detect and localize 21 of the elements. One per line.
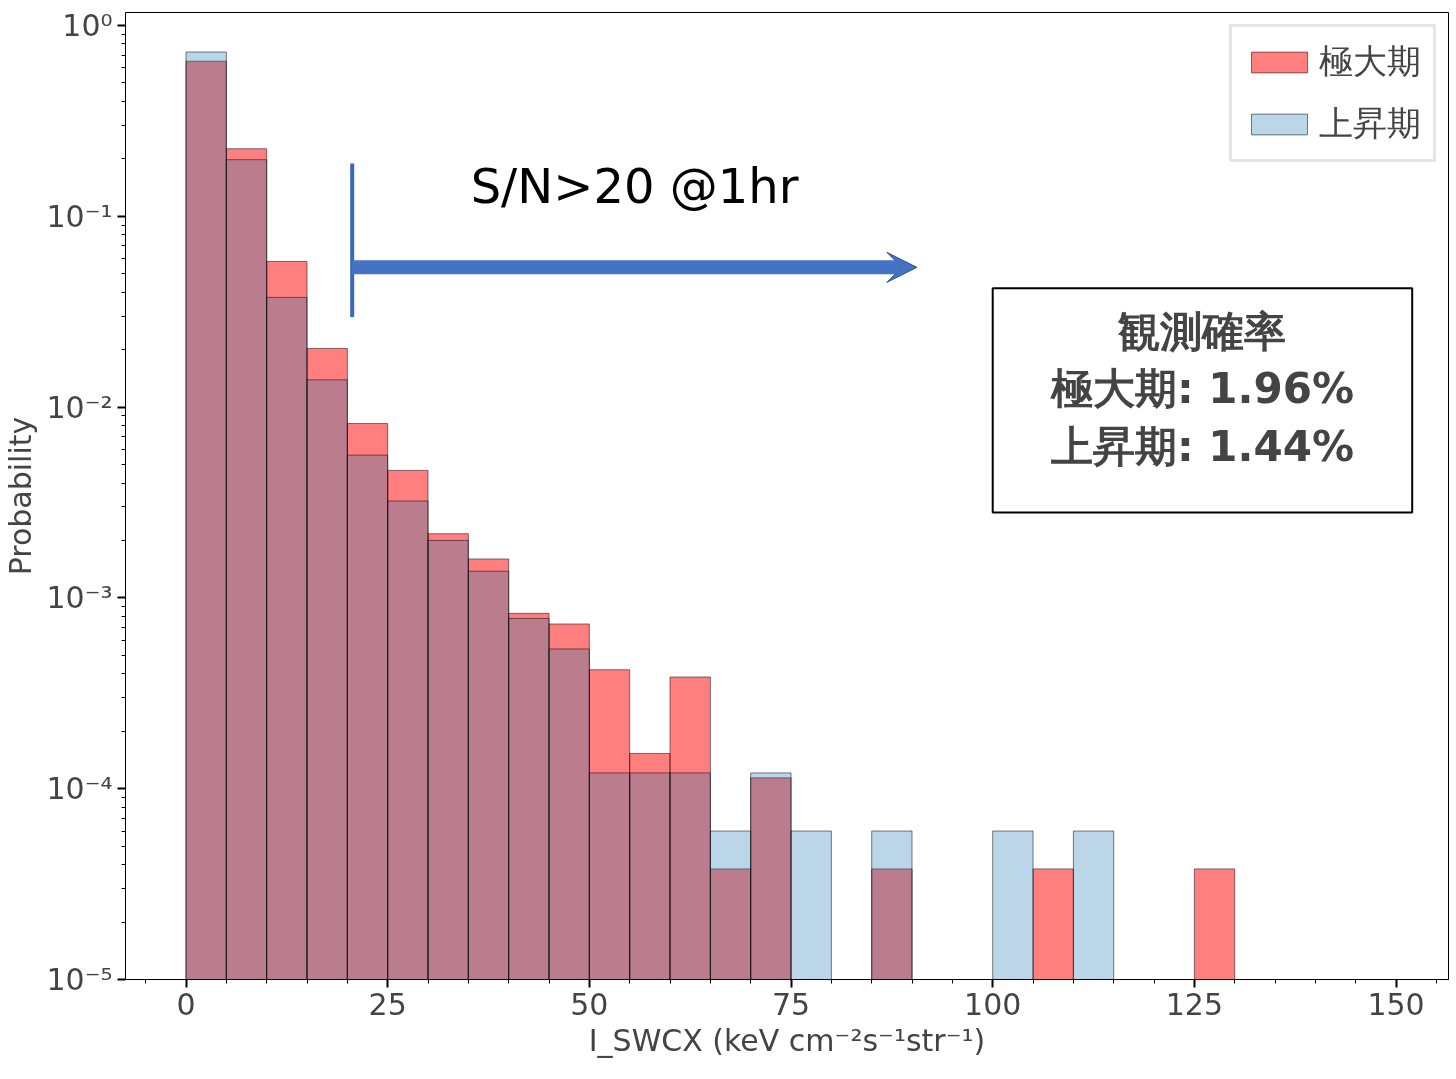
x-tick-label: 50 bbox=[570, 986, 609, 1022]
y-tick-label: 10⁰ bbox=[62, 8, 113, 44]
y-tick-label: 10⁻¹ bbox=[46, 198, 113, 234]
annotation: 上昇期: 1.44% bbox=[1049, 422, 1355, 472]
legend-label: 上昇期 bbox=[1319, 102, 1421, 145]
annotation: 極大期: 1.96% bbox=[1049, 364, 1355, 414]
x-tick-label: 75 bbox=[771, 986, 811, 1022]
y-tick-label: 10⁻³ bbox=[46, 580, 113, 616]
y-axis-title: Probability bbox=[3, 416, 39, 576]
x-tick-label: 125 bbox=[1165, 986, 1224, 1022]
annotation: 観測確率 bbox=[1117, 306, 1287, 356]
y-tick-label: 10⁻⁵ bbox=[46, 962, 113, 997]
y-tick-label: 10⁻⁴ bbox=[46, 771, 113, 807]
x-tick-label: 100 bbox=[964, 986, 1022, 1022]
y-tick-label: 10⁻² bbox=[46, 389, 113, 425]
x-tick-label: 25 bbox=[368, 986, 407, 1022]
legend-label: 極大期 bbox=[1319, 40, 1421, 83]
x-tick-label: 150 bbox=[1367, 986, 1425, 1022]
x-tick-label: 0 bbox=[176, 986, 196, 1022]
ref-line-label: S/N>20 @1hr bbox=[470, 158, 799, 215]
x-axis-title: I_SWCX (keV cm⁻²s⁻¹str⁻¹) bbox=[588, 1022, 986, 1058]
